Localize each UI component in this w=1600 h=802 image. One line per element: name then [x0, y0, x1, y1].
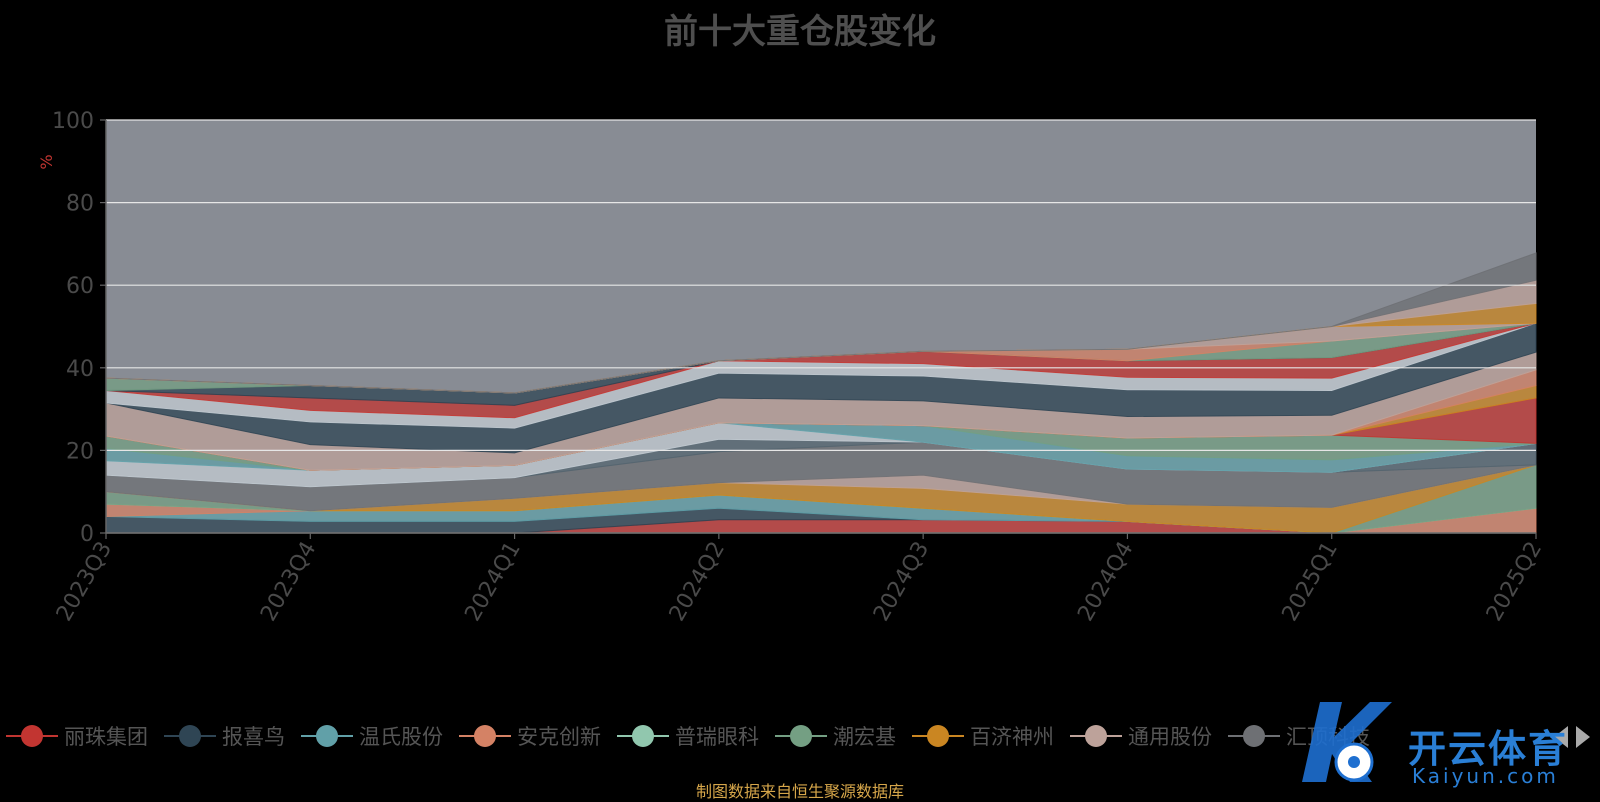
legend-label: 普瑞眼科 [675, 725, 759, 749]
legend-marker-icon [301, 724, 353, 748]
legend-item[interactable]: 丽珠集团 [6, 721, 148, 751]
legend-marker-icon [912, 724, 964, 748]
watermark-text: 开云体育 [1408, 727, 1569, 771]
legend-item[interactable]: 普瑞眼科 [617, 721, 759, 751]
y-tick-label: 60 [66, 274, 94, 299]
y-tick-label: 40 [66, 357, 94, 382]
x-tick-label: 2024Q4 [1073, 538, 1138, 626]
legend-label: 温氏股份 [359, 725, 443, 749]
kaiyun-logo-icon [1302, 702, 1392, 782]
legend-item[interactable]: 潮宏基 [775, 721, 896, 751]
chart-title: 前十大重仓股变化 [664, 12, 936, 52]
source-footnote: 制图数据来自恒生聚源数据库 [695, 782, 904, 801]
legend-label: 报喜鸟 [222, 725, 285, 749]
legend-label: 通用股份 [1128, 725, 1212, 749]
y-axis-label: % [37, 154, 56, 169]
legend-item[interactable]: 报喜鸟 [164, 721, 285, 751]
legend-next-icon[interactable] [1576, 726, 1590, 748]
x-tick-label: 2024Q2 [665, 538, 730, 626]
legend-label: 丽珠集团 [64, 725, 148, 749]
legend-label: 百济神州 [970, 725, 1054, 749]
legend-marker-icon [164, 724, 216, 748]
legend-label: 潮宏基 [833, 725, 896, 749]
x-tick-label: 2025Q2 [1482, 538, 1547, 626]
legend-marker-icon [1070, 724, 1122, 748]
watermark-logo: 开云体育 Kaiyun.com [1302, 700, 1600, 800]
y-tick-label: 0 [80, 522, 94, 547]
area-series-26 [105, 252, 1537, 394]
area-chart: 0 20 40 60 80 100 2023Q3 2023Q4 2024Q1 2024Q2 2024… [37, 109, 1547, 626]
y-tick-label: 20 [66, 439, 94, 464]
y-tick-label: 80 [66, 192, 94, 217]
watermark-subtext: Kaiyun.com [1412, 764, 1559, 788]
y-tick-label: 100 [52, 109, 94, 134]
legend-marker-icon [775, 724, 827, 748]
legend-prev-icon[interactable] [1554, 726, 1568, 748]
legend-marker-icon [617, 724, 669, 748]
legend-item[interactable]: 百济神州 [912, 721, 1054, 751]
legend-pager [1500, 722, 1590, 752]
legend-marker-icon [1228, 724, 1280, 748]
x-tick-label: 2023Q4 [256, 538, 321, 626]
x-tick-label: 2024Q3 [869, 538, 934, 626]
legend-item[interactable]: 通用股份 [1070, 721, 1212, 751]
legend-item[interactable]: 温氏股份 [301, 721, 443, 751]
x-tick-label: 2023Q3 [52, 538, 117, 626]
x-tick-label: 2024Q1 [460, 538, 525, 626]
legend-marker-icon [459, 724, 511, 748]
legend: 丽珠集团报喜鸟温氏股份安克创新普瑞眼科潮宏基百济神州通用股份汇顶科技 [0, 718, 1520, 754]
x-tick-label: 2025Q1 [1278, 538, 1343, 626]
legend-item[interactable]: 安克创新 [459, 721, 601, 751]
legend-label: 安克创新 [517, 725, 601, 749]
legend-marker-icon [6, 724, 58, 748]
